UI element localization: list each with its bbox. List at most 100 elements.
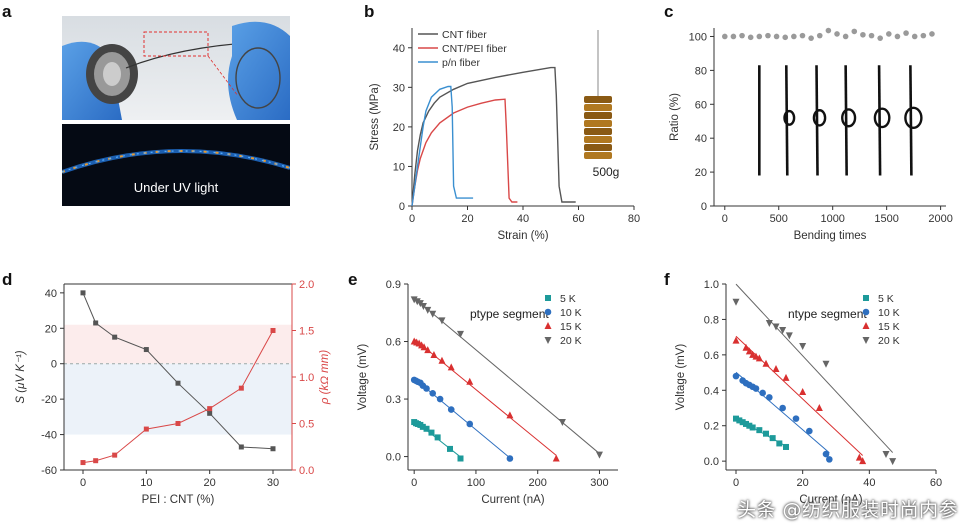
x-tick-label: 10: [140, 477, 152, 489]
x-tick-label: 1500: [874, 213, 898, 225]
x-tick-label: 0: [722, 213, 728, 225]
y-tick-label: -20: [41, 394, 57, 406]
y-tick-label: 80: [695, 65, 707, 77]
legend-label: 20 K: [878, 335, 900, 347]
data-point-5k: [419, 423, 426, 430]
data-point-5k: [749, 424, 756, 431]
y-tick-label: 0.4: [704, 385, 719, 397]
data-point-20k: [558, 419, 566, 427]
right-tick-label: 2.0: [299, 279, 314, 291]
y-tick-label: 0.8: [704, 314, 719, 326]
panel-label-a: a: [2, 2, 12, 21]
data-point: [860, 31, 866, 38]
data-point: [894, 33, 901, 40]
panel-label-c: c: [664, 2, 674, 21]
data-point-5k: [739, 419, 746, 426]
data-point-15k: [859, 457, 867, 465]
data-point-15k: [799, 388, 807, 396]
x-tick-label: 60: [930, 477, 942, 489]
data-point: [920, 32, 927, 39]
data-point-20k: [457, 330, 464, 338]
panel-label-b: b: [364, 2, 375, 21]
series-line-pnfiber: [411, 85, 474, 207]
data-point-rho: [270, 328, 276, 333]
watermark: 头条 @纺织服装时尚内参: [736, 499, 958, 521]
x-tick-label: 80: [628, 213, 640, 225]
legend-marker: [545, 295, 551, 301]
data-point-20k: [413, 298, 421, 306]
legend-marker: [544, 308, 552, 316]
data-point-s: [80, 290, 86, 296]
data-point: [739, 32, 745, 39]
data-point-rho: [238, 385, 244, 391]
x-tick-label: 2000: [928, 213, 952, 225]
data-point-rho: [80, 460, 86, 466]
fiber-knot: [841, 108, 857, 128]
data-point: [765, 32, 771, 39]
data-point-15k: [772, 365, 780, 373]
data-point-20k: [799, 343, 807, 350]
data-point-5k: [434, 434, 441, 441]
data-point-15k: [745, 347, 753, 355]
data-point-10k: [447, 406, 455, 413]
legend-label: 10 K: [878, 307, 900, 319]
data-point-5k: [746, 422, 753, 429]
data-point: [886, 31, 892, 37]
data-point: [721, 33, 728, 40]
segment-annotation: ntype segment: [788, 307, 867, 321]
fiber-strand: [909, 65, 913, 176]
data-point: [911, 33, 918, 40]
y-tick-label: 0.0: [386, 452, 401, 464]
y-tick-label: -40: [41, 430, 57, 442]
data-point-15k: [742, 343, 750, 351]
weight-label: 500g: [593, 165, 620, 179]
data-point-15k: [424, 346, 432, 354]
uv-fiber-photo: Under UV light: [61, 124, 291, 206]
fiber-strand: [844, 65, 848, 176]
data-point-10k: [826, 456, 833, 463]
data-point-15k: [447, 363, 455, 371]
x-tick-label: 1000: [820, 213, 844, 225]
data-point-5k: [783, 443, 789, 450]
y-axis-label: Ratio (%): [669, 93, 681, 141]
data-point-10k: [436, 395, 444, 403]
data-point-s: [175, 380, 181, 386]
panel-label-d: d: [2, 270, 13, 289]
panel-label-e: e: [348, 270, 358, 289]
data-point-15k: [732, 336, 740, 344]
fiber-strand: [784, 65, 789, 176]
weight-disc: [584, 152, 612, 159]
legend-marker: [862, 308, 870, 316]
data-point-rho: [207, 406, 213, 412]
data-point: [851, 28, 858, 35]
legend-marker: [862, 322, 870, 329]
y-tick-label: 0.0: [704, 456, 719, 468]
data-point-10k: [732, 372, 740, 380]
x-tick-label: 0: [733, 477, 739, 489]
y-tick-label: 0: [399, 201, 405, 213]
data-point-20k: [595, 451, 603, 459]
data-point: [842, 33, 849, 40]
legend-label: 10 K: [560, 307, 582, 319]
legend-label: 5 K: [560, 293, 576, 305]
weight-disc: [584, 112, 612, 119]
data-point-5k: [447, 445, 453, 452]
y-tick-label: 40: [695, 133, 707, 145]
data-point-5k: [776, 440, 783, 447]
data-point: [877, 35, 883, 41]
y-tick-label: 60: [695, 99, 707, 111]
data-point-rho: [112, 452, 118, 458]
data-point-s: [207, 410, 213, 416]
legend-label: CNT/PEI fiber: [442, 43, 507, 55]
fit-line-15k: [735, 335, 864, 456]
data-point-rho: [93, 458, 99, 464]
weight-disc: [584, 136, 612, 143]
data-point-20k: [732, 298, 740, 306]
fiber-strand: [877, 65, 882, 176]
data-point-5k: [733, 415, 739, 422]
data-point-20k: [779, 327, 787, 335]
x-tick-label: 20: [461, 213, 473, 225]
data-point: [756, 33, 763, 40]
data-point: [773, 33, 780, 40]
weight-disc: [584, 144, 612, 151]
